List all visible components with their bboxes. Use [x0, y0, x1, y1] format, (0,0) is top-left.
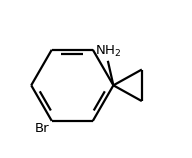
Text: NH$_2$: NH$_2$ — [95, 44, 121, 59]
Text: Br: Br — [35, 122, 49, 135]
